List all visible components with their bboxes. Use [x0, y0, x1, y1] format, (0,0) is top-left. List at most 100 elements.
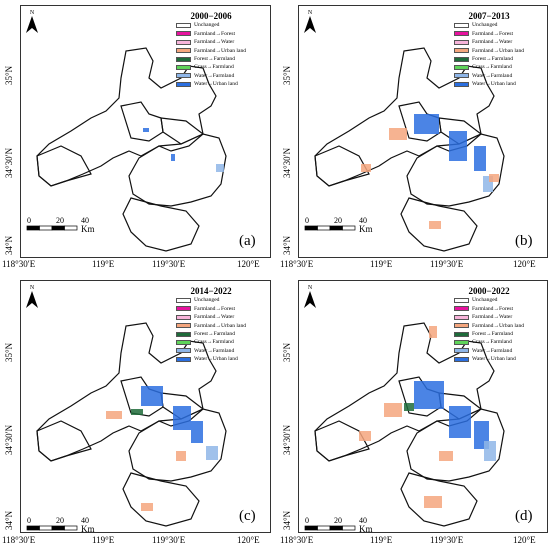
legend-item: Water→Farmland — [454, 72, 524, 80]
legend-swatch — [176, 323, 191, 329]
lon-label: 119°30′E — [430, 259, 464, 269]
lat-label: 34°30′N — [282, 147, 292, 178]
legend-item: Farmland→Urban land — [176, 322, 246, 330]
legend-swatch — [454, 298, 469, 304]
scale-tick-label: 20 — [56, 516, 64, 525]
north-arrow: N — [304, 285, 316, 311]
map-panel-d: N 2000−2022 Unchanged Farmland→Forest Farm… — [298, 280, 548, 534]
legend-item: Farmland→Forest — [454, 305, 524, 313]
land-change-patch — [389, 128, 407, 140]
scale-tick-label: 40 — [81, 216, 89, 225]
legend-rows: Unchanged Farmland→Forest Farmland→Water Fa… — [176, 21, 246, 88]
scale-bar-segment — [342, 525, 356, 531]
lat-label: 34°30′N — [282, 424, 292, 455]
legend-swatch — [454, 73, 469, 79]
scale-tick-label: 0 — [27, 216, 31, 225]
region-boundary — [122, 472, 200, 527]
land-change-patch — [384, 403, 402, 417]
panel-label: (b) — [515, 233, 533, 249]
legend-item: Farmland→Water — [454, 313, 524, 321]
lon-labels-top-left: 118°30′E 119°E 119°30′E 120°E — [0, 259, 280, 273]
legend-swatch — [454, 81, 469, 87]
panel-label: (a) — [239, 233, 256, 249]
legend-label: Farmland→Forest — [194, 305, 236, 312]
legend-label: Water→Farmland — [472, 347, 513, 354]
panel-title: 2014−2022 — [190, 286, 232, 296]
land-change-patch — [414, 381, 444, 409]
legend-swatch — [454, 348, 469, 354]
legend-item: Farmland→Urban land — [454, 322, 524, 330]
scale-bar-segment — [64, 225, 78, 231]
legend-item: Farmland→Water — [176, 38, 246, 46]
legend-swatch — [454, 356, 469, 362]
legend-item: Farmland→Forest — [454, 30, 524, 38]
legend-label: Unchanged — [194, 297, 220, 304]
panel-title: 2007−2013 — [468, 11, 510, 21]
scale-bar: 0 20 40 Km — [25, 515, 155, 539]
scale-tick-label: 40 — [81, 516, 89, 525]
scale-bar: 0 20 40 Km — [303, 515, 433, 539]
region-boundary — [314, 420, 370, 462]
lon-label: 119°E — [370, 535, 393, 545]
legend-swatch — [454, 23, 469, 29]
legend-label: Farmland→Water — [194, 39, 235, 46]
legend-swatch — [176, 340, 191, 346]
region-boundary — [160, 117, 205, 145]
region-boundary — [438, 117, 483, 145]
scale-bar-segment — [317, 225, 331, 231]
legend-label: Unchanged — [194, 22, 220, 29]
legend-item: Unchanged — [176, 21, 246, 29]
legend-item: Farmland→Urban land — [176, 47, 246, 55]
scale-tick-label: 20 — [334, 516, 342, 525]
scale-unit: Km — [81, 224, 95, 234]
land-change-patch — [131, 409, 143, 415]
region-boundary — [406, 133, 505, 207]
land-change-patch — [141, 386, 163, 406]
scale-tick-label: 20 — [334, 216, 342, 225]
legend-label: Farmland→Urban land — [194, 322, 247, 329]
scale-bar-segment — [329, 525, 343, 531]
region-map-a — [36, 47, 227, 252]
scale-bar-segment — [64, 525, 78, 531]
lat-label: 34°N — [282, 235, 292, 255]
land-change-patch — [449, 406, 471, 438]
lon-label: 119°30′E — [430, 535, 464, 545]
legend-swatch — [176, 306, 191, 312]
legend-label: Grass→Farmland — [194, 64, 234, 71]
legend-item: Forest→Farmland — [454, 330, 524, 338]
north-label: N — [307, 285, 313, 291]
land-change-patch — [173, 406, 191, 430]
legend-label: Water→Urban land — [194, 356, 238, 363]
lon-label: 120°E — [513, 535, 536, 545]
legend-item: Water→Farmland — [176, 72, 246, 80]
land-change-patch — [106, 411, 122, 419]
land-change-patch — [206, 446, 218, 460]
north-label: N — [29, 285, 35, 291]
lon-label: 119°E — [370, 259, 393, 269]
lat-label: 34°30′N — [4, 424, 14, 455]
legend-swatch — [176, 23, 191, 29]
scale-bar: 0 20 40 Km — [25, 215, 155, 239]
legend-item: Water→Farmland — [176, 347, 246, 355]
legend-label: Water→Farmland — [194, 72, 235, 79]
legend-item: Farmland→Water — [176, 313, 246, 321]
legend-item: Water→Urban land — [454, 80, 524, 88]
scale-bar-segment — [329, 225, 343, 231]
panel-title: 2000−2022 — [468, 286, 510, 296]
scale-bar-segment — [39, 225, 53, 231]
legend-label: Unchanged — [472, 297, 498, 304]
legend-rows: Unchanged Farmland→Forest Farmland→Water Fa… — [176, 296, 246, 363]
lon-label: 119°E — [92, 535, 115, 545]
land-change-patch — [176, 451, 186, 461]
lon-label: 118°30′E — [2, 259, 36, 269]
legend-b: 2007−2013 Unchanged Farmland→Forest Farmla… — [454, 11, 524, 89]
legend-a: 2000−2006 Unchanged Farmland→Forest Farmla… — [176, 11, 246, 89]
legend-label: Farmland→Water — [472, 39, 513, 46]
legend-item: Farmland→Forest — [176, 305, 246, 313]
lon-label: 120°E — [237, 259, 260, 269]
region-boundary — [120, 101, 164, 142]
